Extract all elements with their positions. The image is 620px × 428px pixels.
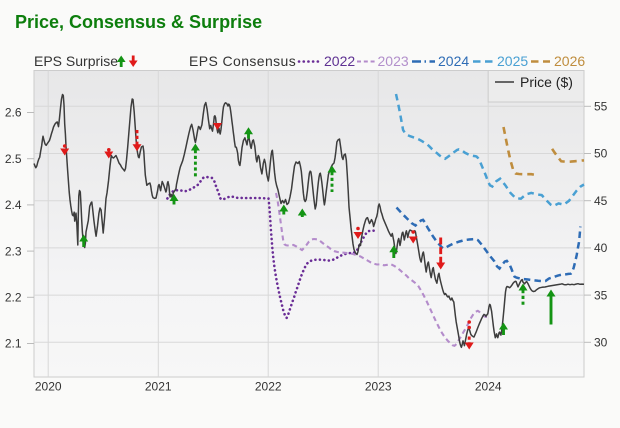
- svg-text:2.4: 2.4: [5, 198, 22, 212]
- svg-text:55: 55: [594, 100, 608, 114]
- svg-text:2024: 2024: [475, 380, 502, 394]
- svg-text:45: 45: [594, 194, 608, 208]
- svg-text:2021: 2021: [145, 380, 172, 394]
- svg-text:2.2: 2.2: [5, 291, 22, 305]
- svg-text:35: 35: [594, 288, 608, 302]
- svg-text:Price, Consensus & Surprise: Price, Consensus & Surprise: [15, 12, 262, 32]
- svg-text:2020: 2020: [35, 380, 62, 394]
- svg-text:50: 50: [594, 147, 608, 161]
- svg-text:2.1: 2.1: [5, 337, 22, 351]
- svg-text:EPS Surprise: EPS Surprise: [34, 53, 118, 69]
- svg-text:Price ($): Price ($): [520, 74, 573, 90]
- svg-text:2025: 2025: [497, 53, 528, 69]
- svg-text:40: 40: [594, 241, 608, 255]
- svg-text:2.5: 2.5: [5, 152, 22, 166]
- svg-text:2.3: 2.3: [5, 244, 22, 258]
- svg-text:2.6: 2.6: [5, 106, 22, 120]
- svg-text:2023: 2023: [365, 380, 392, 394]
- svg-text:EPS Consensus: EPS Consensus: [189, 53, 296, 69]
- svg-text:2024: 2024: [438, 53, 469, 69]
- svg-text:2023: 2023: [378, 53, 409, 69]
- svg-text:30: 30: [594, 336, 608, 350]
- svg-text:2026: 2026: [554, 53, 585, 69]
- svg-text:2022: 2022: [255, 380, 282, 394]
- svg-text:2022: 2022: [324, 53, 355, 69]
